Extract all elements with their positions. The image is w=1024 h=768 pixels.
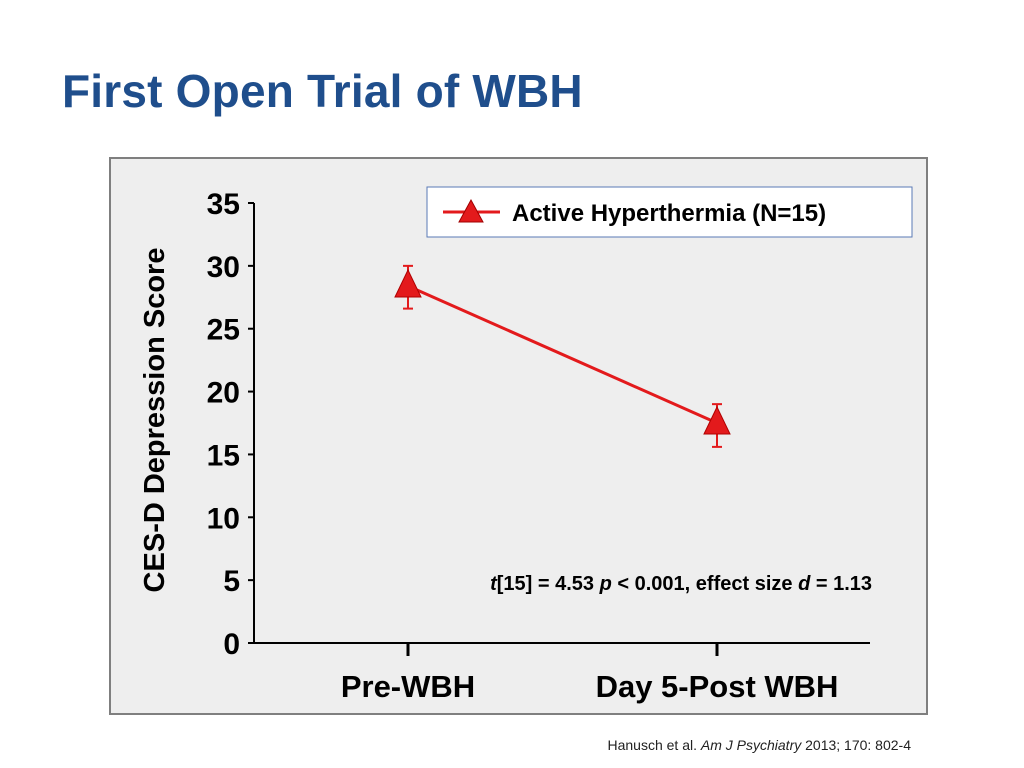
y-tick-label: 0 <box>223 628 240 661</box>
d-symbol: d <box>798 573 811 595</box>
legend: Active Hyperthermia (N=15) <box>426 186 913 238</box>
x-tick-label: Pre-WBH <box>341 669 475 704</box>
data-point-triangle <box>394 268 422 298</box>
y-axis-ticks: 0 5 10 15 20 25 30 35 <box>207 188 254 661</box>
x-tick-label: Day 5-Post WBH <box>596 669 839 704</box>
legend-label: Active Hyperthermia (N=15) <box>512 200 826 227</box>
y-tick-label: 5 <box>223 565 240 598</box>
stat-annotation: t[15] = 4.53 p < 0.001, effect size d = … <box>490 573 872 595</box>
citation-details: 2013; 170: 802-4 <box>801 737 911 753</box>
y-tick-label: 30 <box>207 251 240 284</box>
y-tick-label: 10 <box>207 502 240 535</box>
series-line <box>407 284 718 425</box>
citation-authors: Hanusch et al. <box>607 737 701 753</box>
chart-axes <box>253 203 870 644</box>
y-axis-label: CES-D Depression Score <box>139 248 171 593</box>
chart-panel <box>109 157 928 715</box>
slide-title: First Open Trial of WBH <box>62 65 583 117</box>
y-tick-label: 25 <box>207 314 240 347</box>
citation: Hanusch et al. Am J Psychiatry 2013; 170… <box>607 737 911 753</box>
y-tick-label: 35 <box>207 188 240 221</box>
x-axis-ticks: Pre-WBH Day 5-Post WBH <box>341 643 839 704</box>
t-symbol: t <box>490 573 498 595</box>
legend-triangle-marker <box>458 198 484 223</box>
t-value: [15] = 4.53 <box>497 573 600 595</box>
data-point-triangle <box>703 405 731 435</box>
y-tick-label: 20 <box>207 377 240 410</box>
d-text: = 1.13 <box>810 573 872 595</box>
y-tick-label: 15 <box>207 439 240 472</box>
p-symbol: p <box>599 573 612 595</box>
legend-box <box>426 186 913 238</box>
citation-journal: Am J Psychiatry <box>700 737 802 753</box>
series-layer <box>394 264 731 448</box>
p-text: < 0.001, effect size <box>612 573 798 595</box>
